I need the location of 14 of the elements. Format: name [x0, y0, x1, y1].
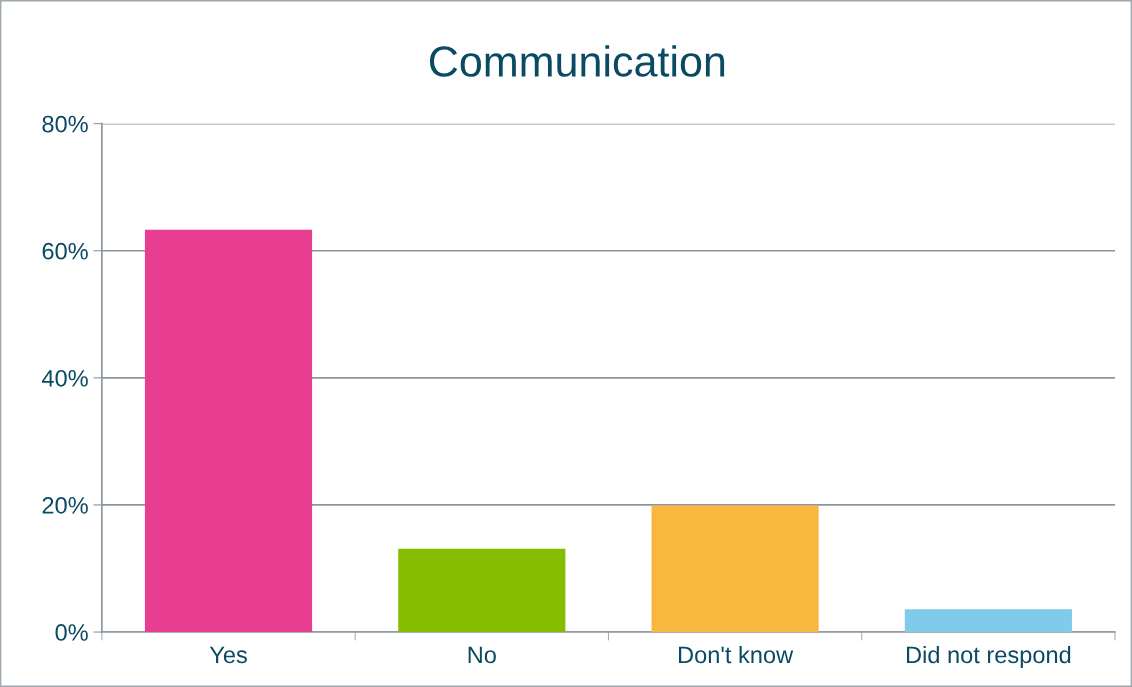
y-tick-label: 60%	[42, 242, 88, 260]
chart-title: Communication	[429, 45, 725, 77]
bar	[904, 609, 1072, 633]
bar	[144, 229, 313, 633]
y-tick-label: 80%	[42, 115, 88, 133]
x-tick-label: Don't know	[679, 645, 794, 664]
x-tick-label: Yes	[209, 646, 247, 664]
y-tick-label: 20%	[42, 497, 88, 514]
bar	[651, 505, 819, 633]
bar	[398, 548, 566, 633]
y-tick-label: 0%	[55, 624, 88, 641]
y-tick-label: 40%	[41, 369, 88, 387]
x-tick-label: No	[468, 646, 496, 664]
x-tick-label: Did not respond	[906, 645, 1071, 668]
